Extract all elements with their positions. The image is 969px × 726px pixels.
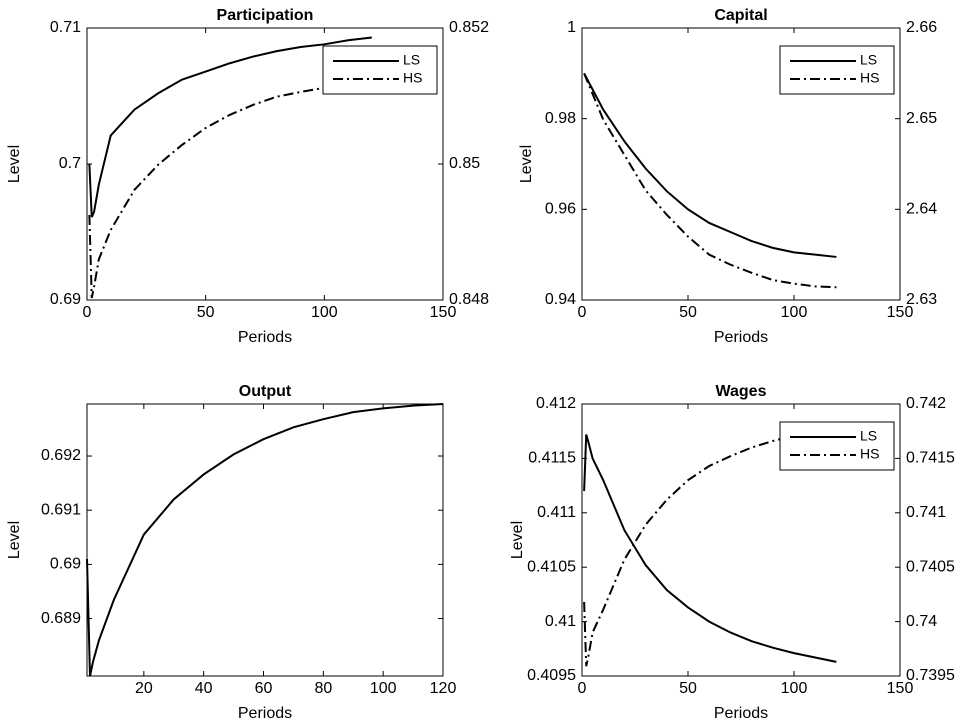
legend-label: LS [860, 52, 877, 68]
y-tick-label: 0.4115 [528, 450, 576, 467]
y-tick-label: 0.4095 [527, 667, 576, 684]
y2-tick-label: 0.7415 [906, 450, 955, 467]
x-tick-label: 150 [430, 304, 457, 321]
y-axis-label: Level [518, 145, 535, 183]
y-tick-label: 0.98 [545, 110, 576, 127]
legend-box [779, 421, 895, 471]
series-line [88, 36, 372, 218]
x-tick-label: 50 [679, 304, 697, 321]
y-tick-label: 0.41 [545, 613, 576, 630]
y2-tick-label: 0.852 [449, 19, 489, 36]
chart-title: Output [239, 383, 292, 400]
y2-tick-label: 0.7405 [906, 558, 955, 575]
x-tick-label: 100 [311, 304, 338, 321]
y2-tick-label: 0.74 [906, 613, 937, 630]
y-tick-label: 0.692 [41, 447, 81, 464]
y-axis-label: Level [6, 521, 23, 559]
x-axis-label: Periods [238, 329, 292, 346]
x-tick-label: 80 [314, 680, 332, 697]
y2-tick-label: 2.65 [906, 110, 937, 127]
x-tick-label: 60 [255, 680, 273, 697]
y2-tick-label: 2.64 [906, 201, 937, 218]
x-axis-label: Periods [714, 705, 768, 722]
y-axis-label: Level [509, 521, 526, 559]
y-axis-label: Level [6, 145, 23, 183]
x-tick-label: 120 [430, 680, 457, 697]
y-tick-label: 0.69 [50, 291, 81, 308]
y2-tick-label: 0.741 [906, 504, 946, 521]
chart-title: Participation [217, 7, 314, 24]
y-tick-label: 0.691 [41, 501, 81, 518]
legend-label: HS [860, 70, 879, 86]
y-tick-label: 0.7 [59, 155, 81, 172]
legend-label: HS [860, 446, 879, 462]
legend-box [779, 45, 895, 95]
y-tick-label: 0.71 [50, 19, 81, 36]
y-tick-label: 0.96 [545, 201, 576, 218]
y2-tick-label: 0.742 [906, 395, 946, 412]
y2-tick-label: 0.848 [449, 291, 489, 308]
y-tick-label: 0.69 [50, 556, 81, 573]
x-tick-label: 100 [781, 680, 808, 697]
y-tick-label: 0.411 [537, 504, 576, 521]
x-tick-label: 100 [370, 680, 397, 697]
plot-area [86, 403, 444, 677]
x-tick-label: 0 [578, 304, 587, 321]
y-tick-label: 0.94 [545, 291, 576, 308]
y2-tick-label: 2.66 [906, 19, 937, 36]
legend-label: HS [403, 70, 422, 86]
x-tick-label: 150 [887, 680, 914, 697]
legend-label: LS [403, 52, 420, 68]
x-tick-label: 150 [887, 304, 914, 321]
y2-tick-label: 0.85 [449, 155, 480, 172]
y-tick-label: 1 [567, 19, 576, 36]
y-tick-label: 0.412 [536, 395, 576, 412]
x-tick-label: 100 [781, 304, 808, 321]
x-tick-label: 40 [195, 680, 213, 697]
legend-box [322, 45, 438, 95]
series-line [88, 80, 372, 299]
x-tick-label: 50 [679, 680, 697, 697]
chart-title: Capital [714, 7, 767, 24]
series-line [583, 72, 837, 258]
series-line [583, 434, 837, 663]
x-tick-label: 20 [135, 680, 153, 697]
y-tick-label: 0.4105 [527, 558, 576, 575]
x-axis-label: Periods [714, 329, 768, 346]
series-line [583, 72, 837, 289]
x-tick-label: 0 [83, 304, 92, 321]
legend-label: LS [860, 428, 877, 444]
x-axis-label: Periods [238, 705, 292, 722]
x-tick-label: 0 [578, 680, 587, 697]
y-tick-label: 0.689 [41, 610, 81, 627]
x-tick-label: 50 [197, 304, 215, 321]
series-line [86, 403, 444, 677]
y2-tick-label: 2.63 [906, 291, 937, 308]
chart-title: Wages [716, 383, 767, 400]
y2-tick-label: 0.7395 [906, 667, 955, 684]
